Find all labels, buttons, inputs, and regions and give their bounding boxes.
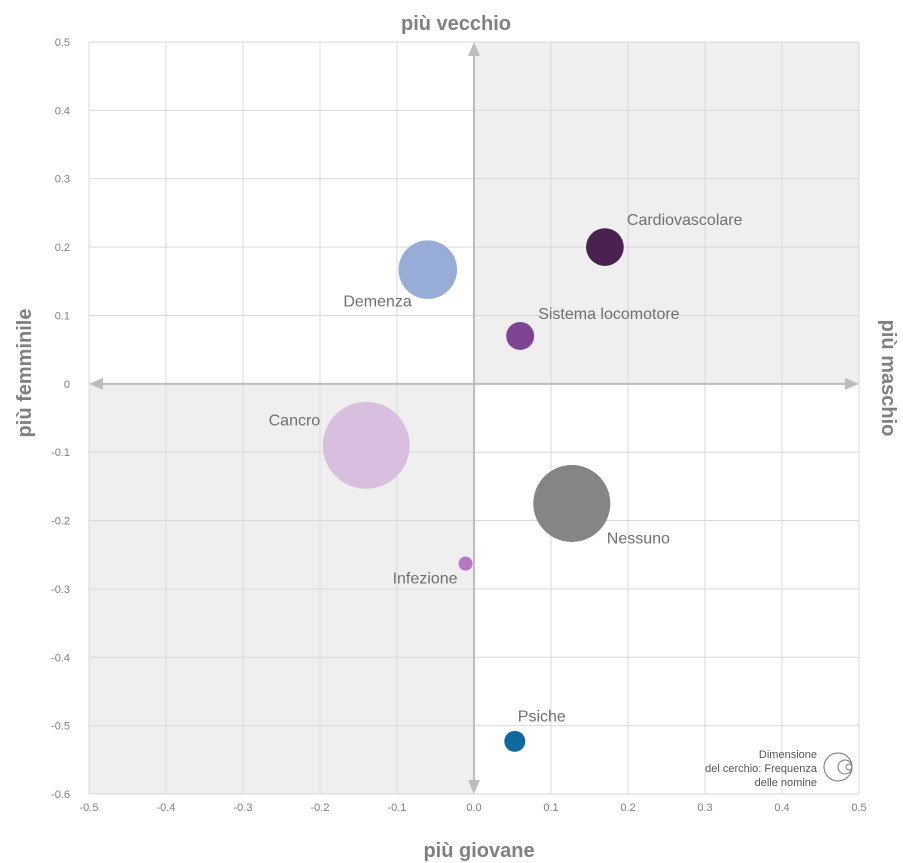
arrow-right-icon bbox=[845, 377, 859, 390]
x-tick-label: -0.5 bbox=[80, 802, 99, 814]
arrow-left-icon bbox=[89, 377, 103, 390]
center-axes bbox=[89, 42, 859, 794]
legend-line-2: del cerchio: Frequenza bbox=[705, 763, 818, 775]
x-tick-label: -0.1 bbox=[388, 802, 407, 814]
bubble-nessuno bbox=[533, 464, 611, 542]
label-demenza: Demenza bbox=[343, 294, 412, 311]
y-tick-label: -0.5 bbox=[51, 721, 70, 733]
bubbles bbox=[322, 228, 624, 752]
bubble-infezione bbox=[458, 556, 473, 571]
x-tick-labels: -0.5 -0.4 -0.3 -0.2 -0.1 0.0 0.1 0.2 0.3 0.4 0.5 bbox=[80, 802, 867, 814]
label-infezione: Infezione bbox=[393, 571, 458, 588]
legend-line-1: Dimensione bbox=[759, 749, 817, 761]
label-psiche: Psiche bbox=[518, 708, 566, 725]
label-nessuno: Nessuno bbox=[607, 530, 670, 547]
shade-top-right bbox=[474, 42, 859, 384]
bubble-psiche bbox=[504, 730, 526, 752]
y-tick-label: -0.4 bbox=[51, 652, 70, 664]
x-tick-label: -0.3 bbox=[234, 802, 253, 814]
size-legend: Dimensione del cerchio: Frequenza delle … bbox=[705, 749, 853, 789]
legend-line-3: delle nomine bbox=[755, 777, 817, 789]
arrow-up-icon bbox=[468, 42, 480, 56]
legend-circle-small bbox=[845, 763, 853, 771]
axis-title-right: più maschio bbox=[877, 320, 899, 437]
y-tick-label: 0.2 bbox=[55, 242, 70, 254]
bubble-cancro bbox=[322, 401, 410, 489]
bubble-demenza bbox=[398, 240, 458, 299]
axis-title-left: più femminile bbox=[14, 309, 36, 438]
x-tick-label: 0.5 bbox=[851, 802, 866, 814]
x-tick-label: 0.0 bbox=[466, 802, 481, 814]
y-tick-label: -0.2 bbox=[51, 516, 70, 528]
x-tick-label: -0.4 bbox=[157, 802, 176, 814]
y-tick-label: -0.6 bbox=[51, 789, 70, 801]
label-cancro: Cancro bbox=[269, 412, 321, 429]
y-tick-label: 0.4 bbox=[55, 105, 70, 117]
bubble-sistema-locomotore bbox=[506, 321, 535, 350]
legend-circle-medium bbox=[837, 759, 853, 775]
x-tick-label: 0.4 bbox=[774, 802, 789, 814]
y-tick-label: -0.3 bbox=[51, 584, 70, 596]
x-tick-label: 0.1 bbox=[543, 802, 558, 814]
bubble-labels: Cardiovascolare Demenza Sistema locomotore… bbox=[269, 212, 743, 725]
label-sistema-locomotore: Sistema locomotore bbox=[538, 306, 679, 323]
y-tick-label: 0.5 bbox=[55, 37, 70, 49]
y-tick-label: 0 bbox=[64, 379, 70, 391]
y-tick-labels: 0.5 0.4 0.3 0.2 0.1 0 -0.1 -0.2 -0.3 -0.4 -0.5 -0.6 bbox=[51, 37, 70, 801]
y-tick-label: 0.1 bbox=[55, 310, 70, 322]
y-tick-label: -0.1 bbox=[51, 447, 70, 459]
axis-title-top: più vecchio bbox=[401, 13, 511, 35]
x-tick-label: 0.3 bbox=[697, 802, 712, 814]
x-tick-label: -0.2 bbox=[311, 802, 330, 814]
bubble-cardiovascolare bbox=[586, 228, 624, 266]
label-cardiovascolare: Cardiovascolare bbox=[627, 212, 743, 229]
axis-title-bottom: più giovane bbox=[423, 840, 534, 862]
y-tick-label: 0.3 bbox=[55, 174, 70, 186]
x-tick-label: 0.2 bbox=[620, 802, 635, 814]
arrow-down-icon bbox=[468, 780, 480, 794]
